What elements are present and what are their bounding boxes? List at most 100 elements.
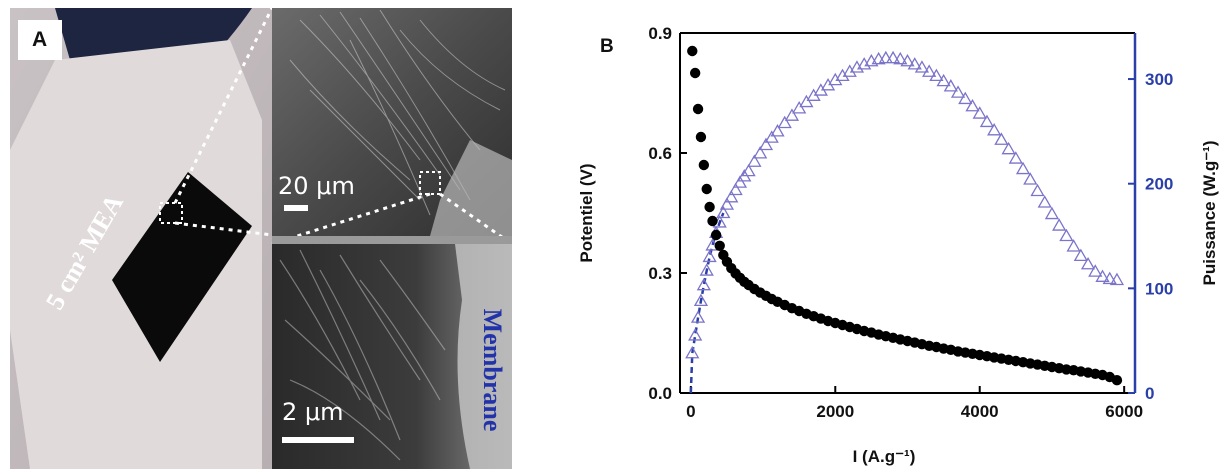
x-tick-label: 4000: [961, 402, 999, 421]
y-right-tick-label: 100: [1145, 279, 1173, 298]
power-point: [1001, 141, 1016, 155]
power-point: [758, 137, 774, 151]
power-point: [732, 175, 748, 188]
power-point: [724, 189, 739, 203]
power-point: [1023, 172, 1038, 185]
power-point: [1037, 195, 1052, 208]
power-point: [907, 57, 922, 70]
potential-point: [701, 183, 712, 195]
power-point: [900, 53, 915, 67]
potential-point: [1111, 375, 1123, 386]
y-right-tick-label: 200: [1145, 175, 1173, 194]
y-axis-left-label: Potentiel (V): [577, 163, 596, 262]
x-tick-label: 2000: [816, 402, 854, 421]
power-point: [690, 310, 706, 323]
power-point: [792, 101, 807, 114]
y-right-tick-label: 300: [1145, 70, 1173, 89]
power-point: [943, 79, 958, 92]
y-right-tick-label: 0: [1145, 384, 1154, 403]
power-point: [1030, 183, 1045, 197]
y-axis-right-label: Puissance (W.g⁻¹): [1200, 141, 1219, 286]
power-point: [979, 114, 995, 128]
potential-point: [707, 215, 718, 227]
power-point: [699, 263, 714, 276]
panel-a-letter: A: [32, 28, 48, 51]
power-point: [842, 64, 857, 77]
power-point: [972, 106, 987, 119]
y-left-tick-label: 0.3: [648, 264, 672, 283]
power-point: [747, 154, 762, 167]
power-point: [987, 123, 1002, 136]
x-tick-label: 0: [686, 402, 695, 421]
power-point: [702, 249, 717, 263]
power-point: [1073, 248, 1088, 262]
panel-a: A 20 μm 2 μm 5 cm² MEA Membrane: [0, 0, 512, 469]
power-point: [1008, 151, 1023, 164]
power-point: [1088, 264, 1103, 277]
power-point: [929, 68, 944, 82]
power-point: [728, 182, 743, 196]
power-point: [784, 108, 800, 121]
x-tick-label: 6000: [1105, 402, 1143, 421]
y-left-tick-label: 0.0: [648, 384, 672, 403]
power-point: [914, 60, 930, 73]
power-point: [719, 197, 735, 210]
power-point: [741, 163, 756, 177]
power-point: [893, 51, 908, 65]
power-point: [770, 124, 785, 137]
power-point: [958, 91, 973, 105]
power-point: [1059, 228, 1074, 242]
panel-b-letter: B: [600, 36, 614, 57]
power-point: [922, 64, 937, 77]
y-left-tick-label: 0.6: [648, 144, 672, 163]
power-point: [777, 115, 792, 129]
membrane-region: [455, 244, 512, 469]
power-point: [885, 50, 901, 64]
zoom-box-photo: [159, 202, 183, 224]
polarization-chart: B 0 2000 4000 6000 0.0 0.3 0.6 0.9 0 100 200 300 I …: [560, 0, 1227, 474]
power-point: [965, 98, 980, 112]
chart-svg: B 0 2000 4000 6000 0.0 0.3 0.6 0.9 0 100 200 300 I …: [577, 24, 1219, 466]
potential-point: [698, 159, 710, 171]
power-point: [1052, 218, 1067, 231]
zoom-box-sem: [419, 171, 441, 195]
power-point: [716, 205, 731, 219]
y-left-tick-label: 0.9: [648, 24, 672, 43]
potential-point: [710, 229, 722, 241]
scale-label-top: 20 μm: [278, 172, 355, 200]
plot-frame: [679, 32, 1137, 394]
power-point: [688, 328, 703, 341]
power-point: [1109, 272, 1125, 286]
x-axis-label: I (A.g⁻¹): [853, 447, 916, 466]
power-point: [878, 50, 893, 64]
potential-point: [704, 201, 715, 213]
power-point: [764, 130, 779, 143]
scale-bar-bottom: [282, 437, 354, 443]
scale-bar-top: [284, 205, 308, 211]
potential-point: [687, 45, 698, 57]
power-point: [693, 293, 709, 307]
potential-point: [692, 103, 704, 115]
potential-point: [714, 240, 725, 251]
power-point: [1102, 271, 1117, 285]
ticks-layer: 0 2000 4000 6000 0.0 0.3 0.6 0.9 0 100 200 300: [648, 24, 1173, 421]
panel-a-letter-box: [18, 20, 62, 60]
power-point: [1015, 161, 1031, 175]
power-point: [950, 85, 966, 98]
power-point: [835, 68, 850, 82]
power-point: [799, 94, 814, 108]
power-point: [1080, 256, 1096, 270]
scale-label-bottom: 2 μm: [282, 398, 344, 426]
power-point: [1044, 206, 1060, 220]
potential-point: [695, 131, 707, 143]
membrane-label: Membrane: [478, 308, 507, 432]
power-point: [936, 73, 951, 87]
potential-point: [689, 67, 701, 79]
power-point: [828, 72, 843, 86]
power-point: [994, 132, 1009, 145]
mea-electrode: [112, 172, 252, 362]
panel-a-image: [10, 7, 512, 469]
power-point: [696, 277, 711, 291]
power-point: [753, 146, 768, 159]
power-point: [1066, 239, 1081, 252]
